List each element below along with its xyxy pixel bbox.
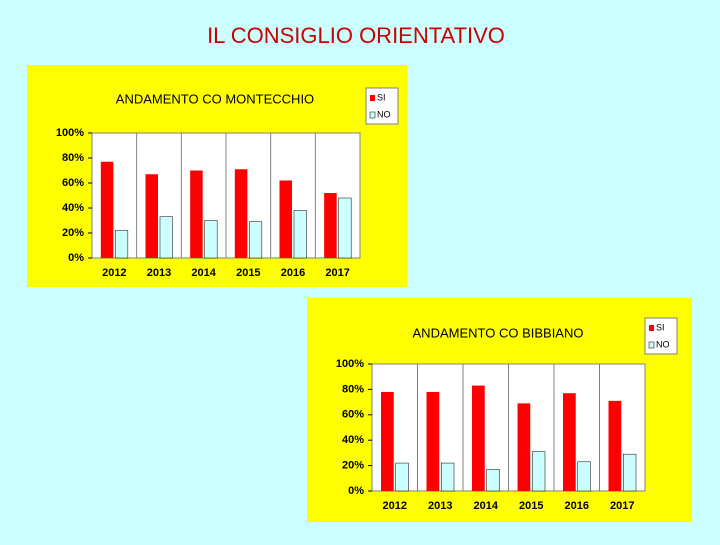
bar [279,180,292,258]
bar [577,461,591,492]
y-tick-label: 20% [62,227,84,239]
bar [441,462,455,492]
bar [381,391,394,491]
bar [486,469,500,492]
y-tick-label: 80% [342,383,364,395]
x-tick-label: 2015 [236,267,260,279]
bar [100,161,114,258]
x-tick-label: 2012 [383,500,407,512]
y-tick-label: 60% [342,409,364,421]
legend-box [365,87,399,125]
x-tick-label: 2014 [191,267,216,279]
y-tick-label: 80% [62,152,84,164]
bar [204,220,218,259]
bar [608,400,622,491]
bar [324,193,337,258]
bar [563,393,576,491]
bar [472,385,485,491]
y-tick-label: 0% [68,252,84,264]
x-tick-label: 2016 [281,267,305,279]
bar [159,216,173,259]
bar [190,170,203,258]
legend-label: NO [377,109,391,119]
legend-swatch [369,111,376,119]
bar [145,174,158,258]
legend-swatch [649,325,654,331]
x-tick-label: 2017 [325,267,349,279]
legend-swatch [648,341,655,349]
bar [249,221,263,259]
bar [234,169,248,258]
y-tick-label: 100% [336,358,364,370]
legend-label: NO [656,339,670,349]
x-tick-label: 2015 [519,500,543,512]
x-tick-label: 2017 [610,500,634,512]
x-tick-label: 2013 [428,500,452,512]
x-tick-label: 2013 [147,267,171,279]
y-tick-label: 20% [342,460,364,472]
bar [293,210,307,259]
bar [532,451,546,492]
y-tick-label: 100% [56,127,84,139]
bar [395,462,409,492]
x-tick-label: 2014 [474,500,499,512]
y-tick-label: 40% [62,202,84,214]
legend-label: SI [656,322,665,332]
x-tick-label: 2012 [102,267,126,279]
bar [517,403,531,491]
legend-label: SI [377,92,386,102]
bar [426,391,440,491]
chart-title: ANDAMENTO CO BIBBIANO [413,325,584,340]
bar [115,230,129,259]
x-tick-label: 2016 [565,500,589,512]
chart-title: ANDAMENTO CO MONTECCHIO [116,91,314,106]
y-tick-label: 0% [348,485,364,497]
slide-title: IL CONSIGLIO ORIENTATIVO [207,23,505,48]
bar [338,197,352,259]
y-tick-label: 60% [62,177,84,189]
legend-swatch [370,95,375,101]
bar [623,453,637,492]
y-tick-label: 40% [342,434,364,446]
